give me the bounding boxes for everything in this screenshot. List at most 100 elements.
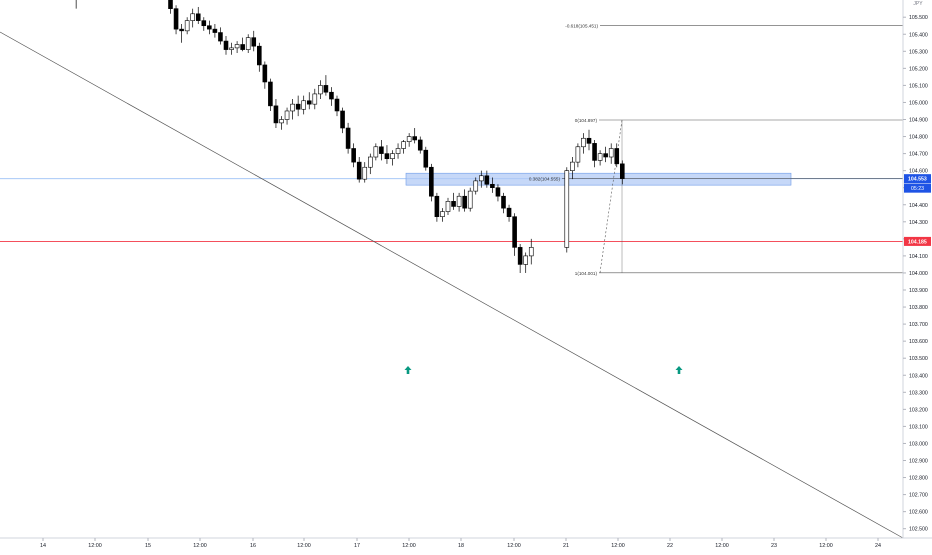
candle-body [223, 40, 229, 50]
y-tick-label: 105.300 [909, 49, 928, 55]
time-axis[interactable]: 14 12:00 15 12:00 16 12:00 17 12:00 18 12:00 21 12:… [0, 537, 932, 549]
support-zone [405, 172, 792, 186]
candle-body [390, 153, 395, 160]
y-tick-label: 103.500 [909, 356, 928, 362]
x-tick-label: 18 [458, 543, 464, 549]
candle-body [575, 146, 581, 163]
y-tick-label: 104.900 [909, 118, 928, 124]
x-tick-label: 12:00 [819, 543, 833, 549]
candle-body [268, 81, 273, 107]
candles [75, 0, 625, 273]
candle-body [608, 148, 614, 158]
x-tick-label: 16 [250, 543, 256, 549]
candle-body [262, 64, 268, 83]
candle-body [356, 161, 362, 180]
y-tick-label: 104.600 [909, 169, 928, 175]
candle-body [345, 127, 351, 149]
y-tick-label: 104.800 [909, 135, 928, 141]
y-tick-label: 103.000 [909, 441, 928, 447]
y-tick-label: 105.100 [909, 83, 928, 89]
y-tick-label: 103.800 [909, 305, 928, 311]
candle-body [240, 44, 245, 50]
y-tick-label: 102.700 [909, 493, 928, 499]
candle-body [340, 110, 345, 129]
x-tick-label: 23 [771, 543, 777, 549]
y-tick-label: 104.100 [909, 254, 928, 260]
y-tick-label: 103.100 [909, 424, 928, 430]
y-tick-label: 102.800 [909, 476, 928, 482]
x-tick-label: 17 [354, 543, 360, 549]
x-tick-label: 12:00 [88, 543, 102, 549]
y-tick-label: 103.900 [909, 288, 928, 294]
fib-level-label: -0.618(105.451) [565, 24, 598, 29]
candle-body [295, 103, 301, 110]
candle-body [290, 103, 295, 112]
y-tick-label: 104.400 [909, 203, 928, 209]
current-price-badge [904, 174, 931, 184]
candle-body [195, 13, 201, 21]
x-tick-label: 22 [667, 543, 673, 549]
candle-body [445, 201, 451, 212]
candle-body [273, 105, 279, 124]
y-tick-label: 103.200 [909, 407, 928, 413]
candle-body [417, 139, 423, 151]
candle-body [173, 8, 179, 30]
y-tick-label: 104.000 [909, 271, 928, 277]
candle-body [301, 100, 307, 110]
candle-body [501, 195, 506, 209]
candle-body [429, 166, 434, 197]
candle-body [207, 25, 212, 30]
y-tick-label: 105.200 [909, 66, 928, 72]
candle-body [462, 195, 467, 209]
currency-label: JPY [913, 1, 923, 7]
x-tick-label: 12:00 [193, 543, 207, 549]
red-level-label: 104.185 [908, 239, 927, 245]
y-tick-label: 104.300 [909, 220, 928, 226]
y-tick-label: 103.400 [909, 373, 928, 379]
candle-body [212, 28, 218, 33]
candle-body [467, 190, 473, 209]
candle-body [506, 207, 512, 217]
candle-body [245, 37, 251, 50]
candle-body [384, 153, 390, 160]
x-tick-label: 12:00 [402, 543, 416, 549]
y-tick-label: 102.600 [909, 510, 928, 516]
y-tick-label: 102.500 [909, 527, 928, 533]
price-labels: 104.553 05:23 104.185 [904, 174, 931, 246]
candle-body [592, 143, 597, 161]
candle-body [528, 247, 534, 257]
x-tick-label: 12:00 [297, 543, 311, 549]
candle-body [367, 156, 373, 168]
candle-body [312, 93, 318, 105]
fib-level-label: 0.382(104.555) [529, 176, 561, 181]
y-tick-label: 105.000 [909, 100, 928, 106]
candle-body [512, 216, 517, 248]
candle-body [423, 149, 429, 168]
y-tick-label: 103.600 [909, 339, 928, 345]
candle-body [523, 255, 529, 265]
candle-body [614, 148, 620, 165]
candle-body [306, 100, 312, 105]
candle-body [379, 146, 384, 154]
red-level-badge [904, 236, 931, 246]
candle-body [478, 175, 484, 182]
x-tick-label: 21 [563, 543, 569, 549]
price-axis[interactable]: JPY 102.500 102.600 102.700 102.800 102.900 1… [902, 0, 928, 538]
candle-body [484, 175, 490, 185]
candle-body [329, 91, 334, 100]
candle-body [603, 153, 608, 158]
candle-body [218, 32, 223, 42]
candle-body [406, 136, 412, 142]
y-tick-label: 105.500 [909, 15, 928, 21]
candle-body [586, 137, 592, 144]
candle-body [451, 201, 456, 207]
candle-body [251, 37, 257, 47]
x-tick-label: 14 [40, 543, 46, 549]
candle-body [279, 119, 284, 124]
candle-body [395, 148, 401, 154]
x-tick-label: 12:00 [507, 543, 521, 549]
fib-level-label: 1(104.001) [575, 271, 598, 276]
candle-body [168, 0, 173, 9]
